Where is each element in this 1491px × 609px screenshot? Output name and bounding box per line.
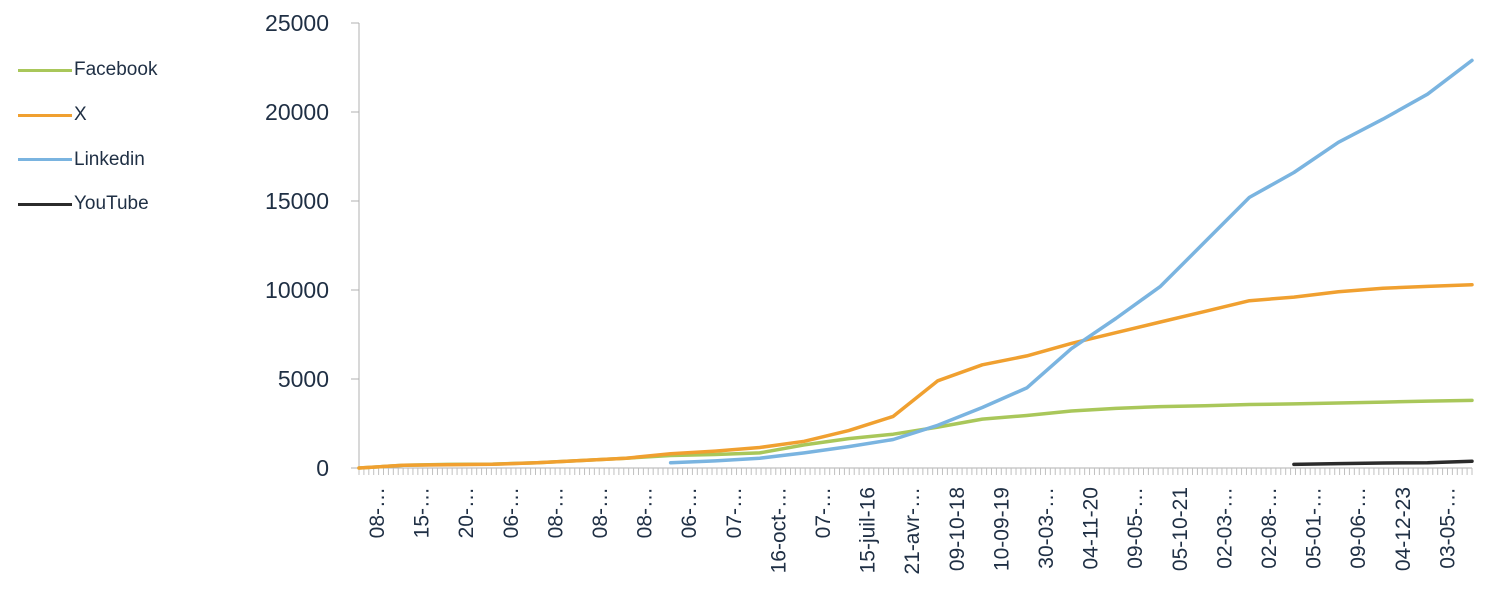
x-tick-label: 15-… xyxy=(411,487,434,538)
x-tick-label: 09-05-… xyxy=(1124,487,1147,569)
legend-label: YouTube xyxy=(74,193,149,215)
legend-label: Linkedin xyxy=(74,148,145,170)
y-axis: 0 5000 10000 15000 20000 25000 xyxy=(265,10,360,481)
x-tick-label: 07-… xyxy=(812,487,835,538)
x-tick-label: 06-… xyxy=(500,487,523,538)
y-tick-label: 10000 xyxy=(265,277,329,303)
x-axis: 08-… 15-… 20-… 06-… 08-… 08-… 08-… 06-… 07-… 16-o… xyxy=(358,467,1473,575)
series-line-youtube xyxy=(1292,459,1474,467)
x-tick-label: 10-09-19 xyxy=(990,487,1013,571)
x-tick-label: 21-avr-… xyxy=(901,487,924,575)
series-layer xyxy=(357,58,1474,470)
x-tick-label: 16-oct-… xyxy=(767,487,790,573)
x-tick-label: 30-03-… xyxy=(1035,487,1058,569)
x-tick-label: 08-… xyxy=(589,487,612,538)
x-tick-label: 08-… xyxy=(366,487,389,538)
x-tick-label: 02-03-… xyxy=(1213,487,1236,569)
series-line-linkedin xyxy=(668,58,1474,465)
y-tick-label: 20000 xyxy=(265,99,329,125)
legend-label: Facebook xyxy=(74,59,158,81)
x-tick-label: 02-08-… xyxy=(1258,487,1281,569)
legend-swatch xyxy=(18,68,72,72)
x-tick-label: 05-01-… xyxy=(1303,487,1326,569)
x-tick-label: 15-juil-16 xyxy=(857,487,880,573)
x-tick-label: 04-11-20 xyxy=(1080,487,1103,570)
legend-label: X xyxy=(74,104,87,126)
legend-swatch xyxy=(18,202,72,206)
legend-swatch xyxy=(18,113,72,117)
y-tick-label: 15000 xyxy=(265,188,329,214)
chart-legend: Facebook X Linkedin YouTube xyxy=(18,48,218,227)
x-tick-label: 09-06-… xyxy=(1347,487,1370,569)
series-line-x xyxy=(357,282,1474,470)
legend-item-youtube: YouTube xyxy=(18,182,218,227)
x-tick-label: 09-10-18 xyxy=(946,487,969,571)
y-tick-label: 25000 xyxy=(265,10,329,36)
x-tick-label: 06-… xyxy=(678,487,701,538)
x-tick-label: 08-… xyxy=(634,487,657,538)
x-tick-label: 03-05-… xyxy=(1436,487,1459,569)
y-tick-label: 0 xyxy=(316,455,329,481)
x-tick-label: 07-… xyxy=(723,487,746,538)
legend-swatch xyxy=(18,158,72,162)
legend-item-linkedin: Linkedin xyxy=(18,137,218,182)
x-tick-label: 05-10-21 xyxy=(1169,487,1192,571)
x-tick-label: 20-… xyxy=(455,487,478,538)
y-tick-label: 5000 xyxy=(278,366,329,392)
x-tick-label: 04-12-23 xyxy=(1392,487,1415,571)
legend-item-facebook: Facebook xyxy=(18,48,218,93)
legend-item-x: X xyxy=(18,93,218,138)
x-tick-label: 08-… xyxy=(544,487,567,538)
